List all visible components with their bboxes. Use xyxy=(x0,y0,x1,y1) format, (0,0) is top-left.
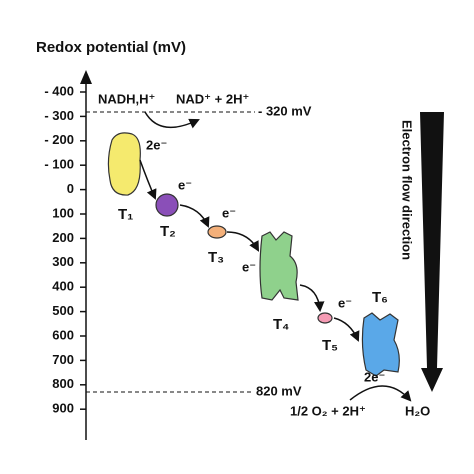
carrier-label: T₆ xyxy=(372,289,388,306)
arrow xyxy=(349,385,412,402)
arrow xyxy=(226,231,260,252)
tick-label: 600 xyxy=(52,327,74,342)
electron-label: e⁻ xyxy=(222,205,236,220)
electron-label: e⁻ xyxy=(242,259,256,274)
tick-label: 0 xyxy=(67,181,74,196)
electron-label: e⁻ xyxy=(338,295,352,310)
electron-label: e⁻ xyxy=(178,177,192,192)
carrier-shape xyxy=(259,231,299,301)
electron-label: 2e⁻ xyxy=(146,137,167,152)
tick-label: - 200 xyxy=(44,132,74,147)
tick-label: 300 xyxy=(52,254,74,269)
carrier-label: T₅ xyxy=(322,337,338,354)
level-label: 820 mV xyxy=(256,383,302,398)
tick-label: - 300 xyxy=(44,108,74,123)
reaction-label: 1/2 O₂ + 2H⁺ xyxy=(290,403,366,418)
tick-label: 400 xyxy=(52,279,74,294)
carrier-shape xyxy=(107,132,141,196)
direction-arrow xyxy=(420,112,444,392)
carrier-shape xyxy=(361,312,400,377)
carrier-label: T₂ xyxy=(160,223,176,240)
arrow xyxy=(299,284,325,313)
reaction-label: NADH,H⁺ xyxy=(98,91,155,106)
arrow xyxy=(179,204,210,228)
tick-label: 900 xyxy=(52,401,74,416)
carrier-shape xyxy=(207,225,227,239)
axis-arrow xyxy=(80,70,92,84)
tick-label: 200 xyxy=(52,230,74,245)
tick-label: 100 xyxy=(52,205,74,220)
carrier-shape xyxy=(155,193,179,217)
tick-group: - 400 - 300 - 200 - 100 0 100 200 300 400 500 600 7… xyxy=(44,83,86,416)
carrier-label: T₃ xyxy=(208,249,224,266)
carrier-label: T₄ xyxy=(273,316,289,333)
tick-label: 800 xyxy=(52,376,74,391)
arrow xyxy=(333,317,360,342)
arrow xyxy=(144,111,200,129)
electron-label: 2e⁻ xyxy=(364,369,385,384)
level-label: - 320 mV xyxy=(258,103,312,118)
arrow xyxy=(139,159,157,200)
carrier-label: T₁ xyxy=(118,206,133,223)
tick-label: 700 xyxy=(52,352,74,367)
reaction-label: H₂O xyxy=(405,403,430,418)
tick-label: 500 xyxy=(52,303,74,318)
reaction-label: NAD⁺ + 2H⁺ xyxy=(176,91,249,106)
axis-title: Redox potential (mV) xyxy=(36,39,186,56)
direction-label: Electron flow direction xyxy=(400,120,415,260)
tick-label: - 100 xyxy=(44,157,74,172)
tick-label: - 400 xyxy=(44,83,74,98)
carrier-shape xyxy=(317,312,333,324)
